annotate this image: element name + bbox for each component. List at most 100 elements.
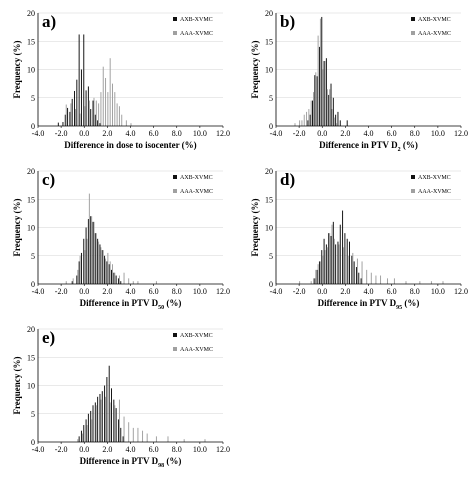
bar	[114, 405, 116, 442]
bar	[324, 61, 326, 126]
y-tick-label: 10	[27, 224, 35, 233]
legend-label: AXB-XVMC	[180, 175, 213, 181]
bar	[137, 281, 139, 284]
bar	[137, 427, 139, 442]
bar	[71, 98, 73, 126]
bar	[325, 244, 327, 284]
x-tick-label: 4.0	[126, 445, 136, 454]
bar	[94, 233, 96, 284]
x-tick-label: 2.0	[340, 287, 350, 296]
bar	[346, 120, 348, 126]
x-tick-label: 8.0	[172, 287, 182, 296]
legend-swatch	[173, 17, 177, 21]
bar	[315, 269, 317, 284]
bar	[86, 425, 88, 442]
bar	[97, 396, 99, 442]
bar	[111, 388, 112, 442]
series-AAA-XVMC	[65, 58, 132, 127]
x-tick-label: 8.0	[410, 129, 420, 138]
bar	[319, 18, 321, 126]
bar	[112, 83, 113, 126]
legend-swatch	[411, 17, 415, 21]
bar	[337, 111, 339, 126]
bar	[78, 261, 80, 284]
bar	[93, 221, 95, 284]
panel-label: d)	[280, 170, 295, 189]
x-tick-label: -4.0	[270, 287, 283, 296]
x-tick-label: 2.0	[102, 287, 112, 296]
bar	[330, 235, 332, 284]
bar	[88, 193, 90, 284]
bar	[120, 427, 122, 442]
bar	[69, 111, 71, 126]
bar	[393, 278, 395, 284]
bar	[333, 117, 335, 126]
bar	[323, 238, 325, 284]
bar	[335, 114, 337, 126]
bar	[83, 238, 85, 284]
bar	[81, 433, 83, 442]
bar	[142, 430, 144, 442]
bar	[316, 269, 318, 284]
x-tick-label: -2.0	[293, 287, 306, 296]
bar	[87, 86, 89, 126]
y-axis-title: Frequency (%)	[12, 40, 22, 98]
bar	[329, 233, 331, 284]
bar	[314, 278, 316, 284]
y-tick-label: 5	[31, 252, 35, 261]
bar	[85, 227, 87, 284]
bar	[122, 436, 124, 442]
x-tick-label: 10.0	[193, 445, 207, 454]
x-tick-label: 0.0	[79, 445, 89, 454]
legend-swatch	[411, 189, 415, 193]
bar	[339, 120, 341, 126]
bar	[351, 255, 353, 284]
bar	[299, 281, 301, 284]
x-tick-label: 0.0	[317, 129, 327, 138]
bar	[105, 77, 107, 126]
x-tick-label: 6.0	[387, 129, 397, 138]
bar	[99, 244, 101, 284]
bar	[317, 264, 319, 284]
bar	[130, 123, 132, 126]
bar	[328, 94, 330, 126]
bar	[128, 422, 130, 442]
x-tick-label: 0.0	[79, 129, 89, 138]
bar	[318, 261, 320, 284]
bar	[67, 107, 69, 126]
x-tick-label: 10.0	[431, 129, 445, 138]
bar	[430, 281, 432, 284]
legend-swatch	[173, 347, 177, 351]
x-tick-label: 6.0	[149, 129, 159, 138]
legend-label: AAA-XVMC	[180, 347, 213, 353]
bar	[301, 120, 303, 126]
y-tick-label: 15	[27, 353, 35, 362]
bar	[322, 255, 324, 284]
x-tick-label: 10.0	[431, 287, 445, 296]
bar	[80, 430, 82, 442]
bar	[72, 278, 74, 284]
bar	[101, 391, 103, 442]
chart-panel-3: 0 5 10 15 20 -4.0 -2.0 0.0 2.0 4.0 6.0 8.0 10.0 12.0 c…	[12, 167, 230, 311]
bar	[358, 272, 360, 284]
bar	[88, 100, 90, 126]
x-tick-label: 12.0	[216, 287, 230, 296]
series-AAA-XVMC	[77, 396, 206, 442]
series-AAA-XVMC	[294, 18, 338, 126]
bar	[107, 252, 109, 284]
bar	[313, 92, 314, 126]
x-tick-label: 8.0	[172, 129, 182, 138]
bar	[338, 244, 340, 284]
y-tick-label: 20	[265, 167, 273, 176]
bar	[155, 281, 157, 284]
bar	[343, 247, 345, 284]
bar	[90, 410, 92, 442]
bar	[328, 233, 330, 284]
bar	[76, 79, 78, 126]
bar	[312, 100, 313, 126]
bar	[370, 272, 372, 284]
bar	[326, 247, 328, 284]
bar	[79, 255, 81, 284]
x-tick-label: 4.0	[126, 287, 136, 296]
